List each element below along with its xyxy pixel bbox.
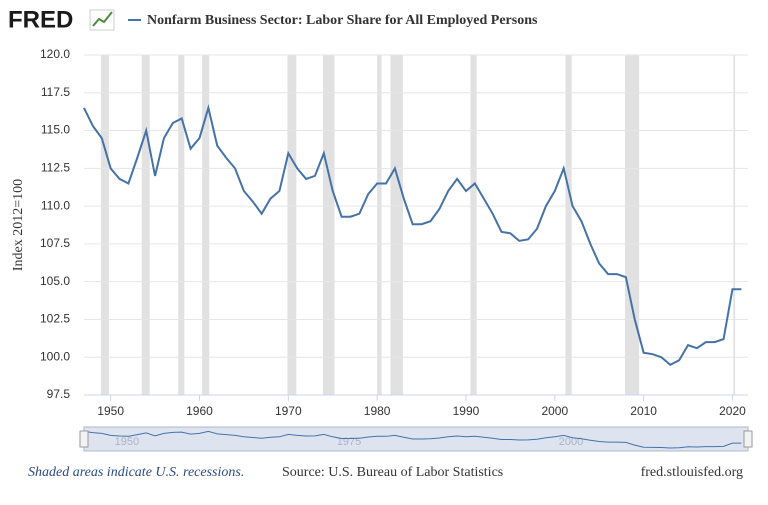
x-tick-label: 1970	[275, 404, 302, 418]
x-tick-label: 2010	[630, 404, 657, 418]
navigator-label: 1975	[337, 436, 361, 448]
navigator-handle[interactable]	[79, 430, 89, 448]
y-tick-label: 117.5	[41, 85, 70, 99]
recession-band	[100, 55, 109, 395]
y-tick-label: 120.0	[40, 47, 70, 61]
data-line	[83, 103, 742, 366]
x-tick-label: 2020	[719, 404, 746, 418]
navigator-handle[interactable]	[743, 430, 753, 448]
logo-icon	[89, 9, 115, 31]
navigator-label: 1950	[115, 436, 139, 448]
logo[interactable]: FRED	[8, 6, 73, 33]
y-tick-label: 110.0	[41, 198, 70, 212]
legend-label: Nonfarm Business Sector: Labor Share for…	[147, 13, 538, 28]
recession-band	[733, 55, 736, 395]
recession-band	[287, 55, 297, 395]
recession-band	[202, 55, 210, 395]
y-tick-label: 105.0	[40, 274, 70, 288]
navigator-label: 2000	[559, 436, 583, 448]
recession-band	[377, 55, 382, 395]
x-tick-label: 1950	[97, 404, 124, 418]
source: Source: U.S. Bureau of Labor Statistics	[282, 465, 503, 480]
recession-band	[470, 55, 477, 395]
x-tick-label: 2000	[541, 404, 568, 418]
recession-note: Shaded areas indicate U.S. recessions.	[28, 465, 244, 480]
recession-band	[322, 55, 335, 395]
y-tick-label: 115.0	[41, 123, 70, 137]
recession-band	[141, 55, 150, 395]
site-link[interactable]: fred.stlouisfed.org	[641, 465, 743, 480]
y-tick-label: 97.5	[47, 387, 71, 401]
recession-band	[390, 55, 403, 395]
y-tick-label: 107.5	[40, 236, 70, 250]
recession-band	[565, 55, 572, 395]
data-line	[83, 430, 742, 449]
x-tick-label: 1980	[364, 404, 391, 418]
y-tick-label: 112.5	[41, 161, 70, 175]
y-tick-label: 100.0	[40, 349, 70, 363]
x-tick-label: 1960	[186, 404, 213, 418]
recession-band	[624, 55, 640, 395]
y-tick-label: 102.5	[40, 312, 70, 326]
y-axis-title: Index 2012=100	[11, 179, 26, 271]
recession-band	[178, 55, 185, 395]
x-tick-label: 1990	[453, 404, 480, 418]
